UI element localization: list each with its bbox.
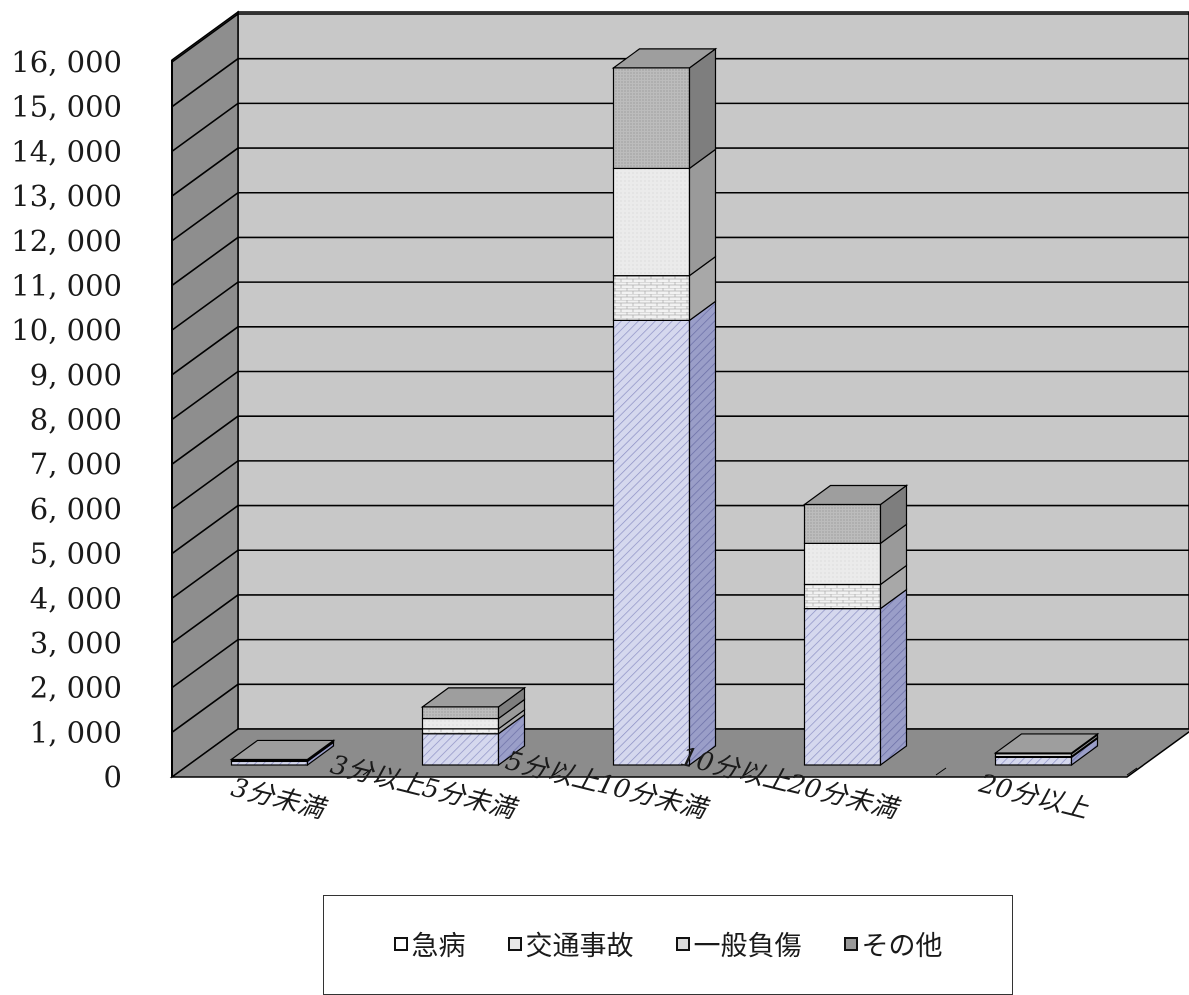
gridline-side bbox=[171, 13, 239, 63]
gridline-side bbox=[171, 192, 239, 242]
bar-top bbox=[420, 687, 527, 708]
x-tick-mark bbox=[1126, 767, 1138, 776]
bar-segment bbox=[994, 756, 1073, 766]
gridline-side bbox=[171, 415, 239, 465]
bar-top bbox=[611, 48, 718, 69]
gridline-side bbox=[171, 326, 239, 376]
bar-segment bbox=[612, 67, 691, 170]
gridline-side bbox=[171, 460, 239, 510]
legend-item: 急病 bbox=[393, 924, 466, 963]
gridline-side bbox=[171, 147, 239, 197]
y-axis-ticks: 0 1, 000 2, 000 3, 000 4, 000 5, 000 6, 000 7, … bbox=[11, 45, 122, 794]
gridline-side bbox=[171, 236, 239, 287]
y-tick-label: 15, 000 bbox=[11, 90, 122, 124]
bars bbox=[229, 47, 1138, 776]
bar-segment bbox=[612, 275, 691, 321]
y-tick-label: 4, 000 bbox=[30, 581, 122, 615]
legend-swatch bbox=[507, 936, 522, 951]
y-tick-label: 11, 000 bbox=[11, 268, 122, 302]
y-tick-label: 3, 000 bbox=[30, 626, 122, 660]
bar-segment bbox=[421, 728, 500, 735]
bar-segment bbox=[803, 503, 882, 544]
bar-segment bbox=[803, 583, 882, 610]
legend-items: 急病 交通事故 一般負傷 その他 bbox=[324, 924, 1012, 963]
bar-segment bbox=[612, 167, 691, 277]
legend-label: 一般負傷 bbox=[693, 931, 802, 962]
gridline-side bbox=[171, 549, 239, 599]
y-tick-label: 13, 000 bbox=[11, 179, 122, 213]
x-tick-mark bbox=[935, 767, 947, 776]
y-tick-label: 12, 000 bbox=[11, 224, 122, 258]
bar-segment bbox=[612, 319, 691, 766]
bar-segment-side bbox=[879, 588, 908, 767]
bar-segment bbox=[803, 607, 882, 766]
x-tick-label: 3分未満 bbox=[228, 773, 330, 826]
gridline-side bbox=[171, 683, 239, 733]
gridline-side bbox=[171, 102, 239, 153]
bar-segment bbox=[421, 706, 500, 720]
legend-swatch bbox=[675, 936, 690, 951]
legend-item: その他 bbox=[843, 924, 943, 963]
bar-segment bbox=[421, 733, 500, 766]
bar-top bbox=[802, 484, 909, 506]
bar-segment bbox=[803, 542, 882, 586]
legend-swatch bbox=[843, 936, 858, 951]
bar-top bbox=[993, 733, 1100, 754]
x-tick-mark bbox=[362, 767, 374, 776]
x-tick-mark bbox=[553, 767, 565, 776]
x-tick-mark bbox=[744, 767, 756, 776]
y-tick-label: 10, 000 bbox=[11, 313, 122, 347]
y-tick-label: 16, 000 bbox=[11, 45, 122, 79]
legend-item: 交通事故 bbox=[507, 924, 634, 963]
gridline-side bbox=[171, 58, 239, 108]
y-tick-label: 5, 000 bbox=[30, 537, 122, 571]
gridline-side bbox=[171, 281, 239, 331]
bar-segment-side bbox=[688, 300, 717, 767]
y-tick-label: 14, 000 bbox=[11, 134, 122, 168]
y-tick-label: 8, 000 bbox=[30, 403, 122, 437]
legend-swatch bbox=[393, 936, 408, 951]
bar-top bbox=[229, 739, 336, 761]
y-tick-label: 1, 000 bbox=[30, 715, 122, 749]
gridline-side bbox=[171, 638, 239, 689]
gridline-side bbox=[171, 504, 239, 555]
y-tick-label: 6, 000 bbox=[30, 492, 122, 526]
y-tick-label: 9, 000 bbox=[30, 358, 122, 392]
legend-item: 一般負傷 bbox=[675, 924, 802, 963]
bar-segment-side bbox=[688, 148, 717, 277]
gridline-side bbox=[171, 370, 239, 421]
legend-label: 急病 bbox=[411, 931, 466, 962]
y-tick-label: 0 bbox=[104, 760, 122, 794]
bar-segment bbox=[421, 717, 500, 730]
legend-label: その他 bbox=[861, 931, 943, 962]
legend: 急病 交通事故 一般負傷 その他 bbox=[323, 895, 1013, 995]
bar-segment-side bbox=[688, 47, 717, 170]
gridline-side bbox=[171, 594, 239, 644]
legend-label: 交通事故 bbox=[525, 931, 634, 962]
y-tick-label: 7, 000 bbox=[30, 447, 122, 481]
y-tick-label: 2, 000 bbox=[30, 671, 122, 705]
